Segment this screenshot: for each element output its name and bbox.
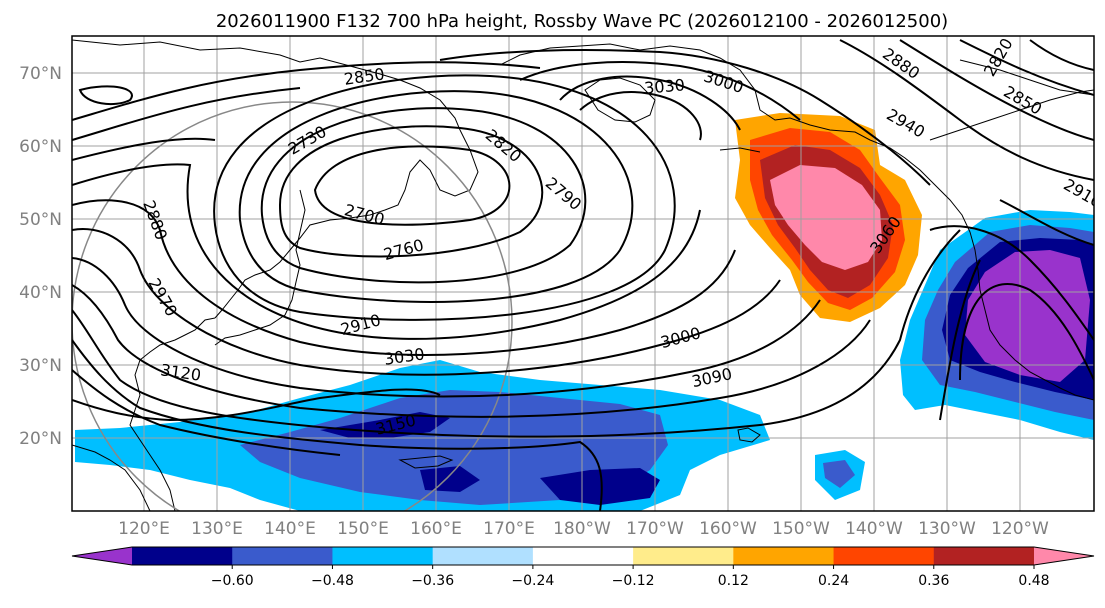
lat-label: 40°N	[19, 283, 62, 303]
colorbar-segment	[833, 547, 935, 565]
longitude-labels: 120°E 130°E 140°E 150°E 160°E 170°E 180°…	[118, 519, 1049, 539]
map-content: 2850 3030 3000 2880 2820 2850 2730 2820 …	[72, 36, 1094, 511]
contour-label: 3030	[643, 75, 685, 97]
lon-label: 150°E	[337, 519, 389, 539]
colorbar-segment	[332, 547, 434, 565]
colorbar-tick-label: 0.36	[918, 573, 949, 589]
negative-anomaly-east	[900, 210, 1094, 440]
colorbar-segment	[232, 547, 333, 565]
lon-label: 160°E	[410, 519, 462, 539]
colorbar-segment	[933, 547, 1035, 565]
map-frame	[71, 35, 1095, 512]
lon-label: 170°W	[626, 519, 684, 539]
coastlines	[72, 39, 1094, 511]
gridlines	[72, 36, 1094, 511]
colorbar-tick-label: 0.24	[818, 573, 849, 589]
lon-label: 150°W	[772, 519, 830, 539]
lon-label: 130°W	[918, 519, 976, 539]
colorbar-extend-high	[1034, 547, 1094, 565]
lat-label: 30°N	[19, 356, 62, 376]
lon-label: 160°W	[699, 519, 757, 539]
colorbar-tick-label: −0.60	[211, 573, 254, 589]
colorbar-segment	[733, 547, 835, 565]
lon-label: 120°W	[991, 519, 1049, 539]
lat-label: 60°N	[19, 137, 62, 157]
lat-label: 70°N	[19, 64, 62, 84]
lat-label: 20°N	[19, 429, 62, 449]
negative-anomaly-subtropical	[75, 360, 865, 511]
map-title: 2026011900 F132 700 hPa height, Rossby W…	[216, 11, 948, 32]
colorbar-segment	[132, 547, 233, 565]
lat-label: 50°N	[19, 210, 62, 230]
latitude-labels: 70°N 60°N 50°N 40°N 30°N 20°N	[19, 64, 62, 449]
reference-circle	[72, 101, 513, 511]
lon-label: 140°W	[845, 519, 903, 539]
lon-label: 170°E	[483, 519, 535, 539]
height-contours	[72, 39, 1094, 511]
lon-label: 120°E	[118, 519, 170, 539]
colorbar-tick-label: 0.12	[718, 573, 749, 589]
colorbar-extend-low	[72, 547, 132, 565]
colorbar: −0.60 −0.48 −0.36 −0.24 −0.12 0.12 0.24 0.36 0.4…	[71, 546, 1095, 589]
colorbar-tick-label: 0.48	[1018, 573, 1049, 589]
colorbar-segment	[532, 547, 634, 565]
colorbar-segment	[633, 547, 734, 565]
lon-label: 180°W	[553, 519, 611, 539]
lon-label: 140°E	[264, 519, 316, 539]
colorbar-outline	[71, 546, 1095, 566]
colorbar-segment	[432, 547, 534, 565]
positive-anomaly	[735, 113, 922, 322]
colorbar-tick-label: −0.12	[612, 573, 655, 589]
colorbar-tick-label: −0.48	[311, 573, 354, 589]
lon-label: 130°E	[191, 519, 243, 539]
colorbar-tick-label: −0.36	[411, 573, 454, 589]
colorbar-tick-label: −0.24	[511, 573, 554, 589]
